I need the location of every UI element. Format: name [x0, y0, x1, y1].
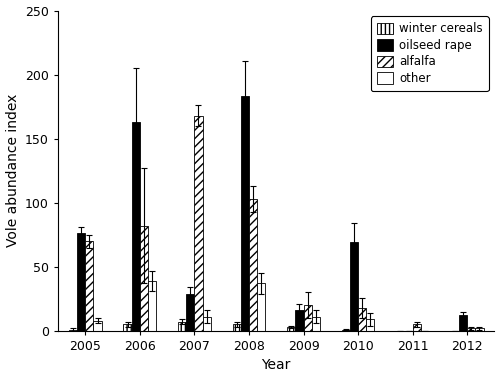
Bar [86, 241, 94, 331]
Bar [186, 294, 194, 331]
Bar [366, 319, 374, 331]
Bar [132, 122, 140, 331]
Bar [459, 316, 467, 331]
Bar [232, 324, 241, 331]
Bar [124, 324, 132, 331]
Bar [194, 116, 202, 331]
Bar [69, 330, 77, 331]
Bar [304, 305, 312, 331]
Bar [312, 317, 320, 331]
Bar [467, 328, 475, 331]
Bar [287, 327, 296, 331]
Bar [77, 234, 86, 331]
Legend: winter cereals, oilseed rape, alfalfa, other: winter cereals, oilseed rape, alfalfa, o… [370, 17, 488, 91]
Bar [476, 328, 484, 331]
X-axis label: Year: Year [262, 358, 291, 372]
Bar [241, 96, 249, 331]
Bar [342, 330, 350, 331]
Bar [257, 284, 266, 331]
Bar [178, 322, 186, 331]
Bar [249, 199, 257, 331]
Bar [140, 226, 148, 331]
Bar [350, 242, 358, 331]
Bar [94, 321, 102, 331]
Bar [148, 281, 156, 331]
Bar [358, 308, 366, 331]
Bar [412, 324, 421, 331]
Y-axis label: Vole abundance index: Vole abundance index [6, 94, 20, 247]
Bar [296, 310, 304, 331]
Bar [202, 317, 211, 331]
